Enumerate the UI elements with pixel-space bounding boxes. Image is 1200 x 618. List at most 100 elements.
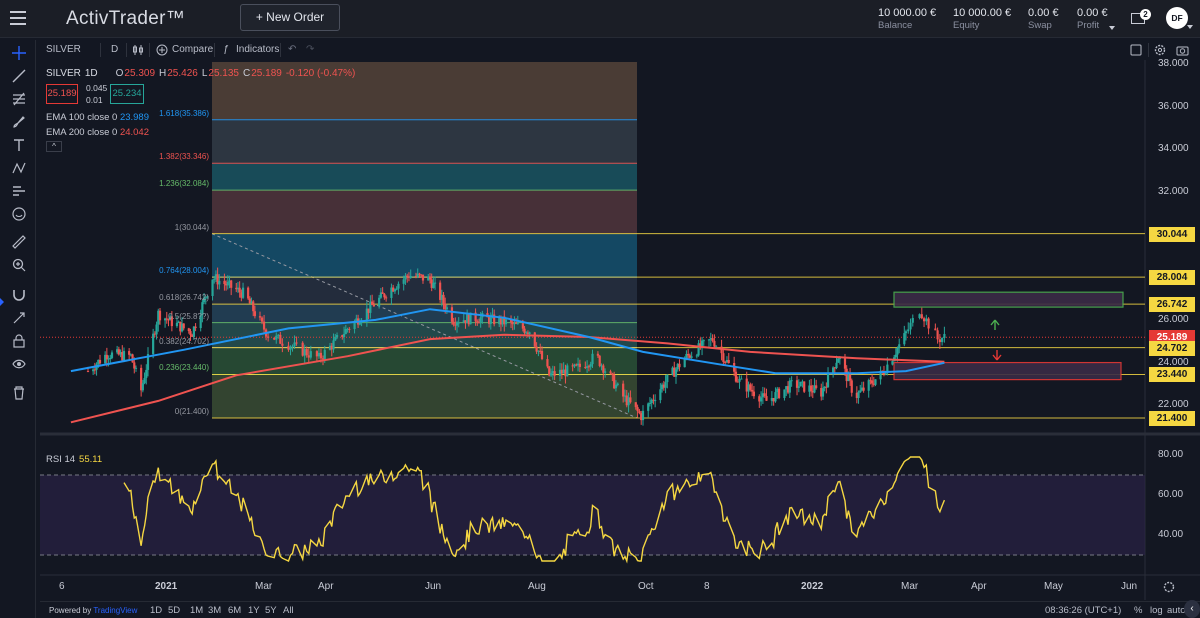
legend-low: 25.135: [208, 68, 239, 79]
eye-icon[interactable]: [12, 357, 26, 371]
pattern-tool-icon[interactable]: [12, 161, 26, 175]
fib-label: 1.382(33.346): [159, 152, 209, 162]
equity-value: 10 000.00 €: [953, 7, 1012, 19]
forecast-tool-icon[interactable]: [12, 184, 26, 198]
candle: [105, 354, 108, 360]
range-button[interactable]: 1D: [150, 605, 163, 616]
ema200-legend[interactable]: EMA 200 close 0 24.042: [46, 127, 149, 138]
fib-label: 1(30.044): [174, 222, 209, 232]
candle: [122, 351, 126, 361]
ema100-legend[interactable]: EMA 100 close 0 23.989: [46, 112, 149, 123]
trash-icon[interactable]: [12, 386, 26, 400]
candle: [738, 378, 741, 382]
lock-icon[interactable]: [12, 334, 26, 348]
menu-icon[interactable]: [10, 11, 26, 25]
candle: [575, 364, 578, 366]
candle: [797, 386, 800, 388]
candle: [616, 383, 619, 385]
new-order-button[interactable]: + New Order: [240, 4, 340, 31]
profit-block[interactable]: 0.00 € Profit: [1077, 7, 1108, 31]
indicators-icon[interactable]: ƒ: [223, 44, 229, 55]
candle: [785, 386, 788, 390]
camera-icon[interactable]: [1176, 44, 1189, 56]
range-button[interactable]: 3M: [208, 605, 222, 616]
range-button[interactable]: 5D: [168, 605, 181, 616]
candle: [479, 317, 482, 323]
fib-zone: [212, 163, 637, 191]
indicators-button[interactable]: Indicators: [236, 44, 280, 55]
fib-tool-icon[interactable]: [12, 92, 26, 106]
candle: [107, 358, 110, 360]
candle: [526, 332, 530, 334]
ruler-icon[interactable]: [12, 235, 26, 249]
magnet-icon[interactable]: [12, 288, 26, 302]
candle: [862, 387, 865, 391]
candle: [678, 363, 681, 368]
candle: [236, 287, 240, 290]
candle: [177, 321, 180, 323]
symbol-search[interactable]: SILVER: [46, 44, 81, 55]
fullscreen-icon[interactable]: [1130, 44, 1142, 56]
candle: [847, 374, 850, 382]
range-button[interactable]: 1Y: [248, 605, 260, 616]
candle: [776, 388, 779, 393]
swap-block: 0.00 € Swap: [1028, 7, 1059, 31]
compare-button[interactable]: Compare: [172, 44, 214, 55]
candle: [909, 322, 912, 330]
profit-caret-icon[interactable]: [1109, 26, 1115, 30]
range-button[interactable]: All: [283, 605, 294, 616]
undo-icon[interactable]: ↶: [288, 44, 297, 55]
rsi-axis-label: 60.00: [1158, 489, 1184, 500]
candle: [454, 324, 457, 326]
compare-icon[interactable]: [156, 44, 168, 56]
range-button[interactable]: 5Y: [265, 605, 277, 616]
candle: [250, 301, 253, 304]
candle: [576, 363, 580, 366]
zoom-icon[interactable]: [12, 258, 26, 272]
trend-line-icon[interactable]: [12, 69, 26, 83]
redo-icon[interactable]: ↷: [306, 44, 315, 55]
scroll-left-icon[interactable]: ‹: [1184, 600, 1200, 618]
stay-drawing-icon[interactable]: [12, 311, 26, 325]
auto-toggle[interactable]: auto: [1167, 605, 1185, 616]
candle: [445, 307, 448, 310]
sidebar-expand-icon[interactable]: [0, 298, 4, 306]
crosshair-icon[interactable]: [12, 46, 26, 60]
log-toggle[interactable]: log: [1150, 605, 1163, 616]
candle: [504, 319, 508, 325]
candle: [467, 314, 470, 325]
candle: [330, 345, 333, 350]
brush-icon[interactable]: [12, 115, 26, 129]
range-button[interactable]: 6M: [228, 605, 242, 616]
fib-label: 1.236(32.084): [159, 179, 209, 189]
range-button[interactable]: 1M: [190, 605, 204, 616]
avatar[interactable]: DF: [1166, 7, 1188, 29]
text-tool-icon[interactable]: [12, 138, 26, 152]
buy-price-button[interactable]: 25.234: [110, 84, 144, 104]
spread-value: 0.045: [86, 83, 108, 93]
percent-toggle[interactable]: %: [1134, 605, 1143, 616]
axis-settings-icon[interactable]: [1163, 581, 1175, 593]
interval-select[interactable]: D: [111, 44, 119, 55]
ema100-line: [70, 308, 945, 375]
emoji-icon[interactable]: [12, 207, 26, 221]
candle: [260, 317, 264, 322]
rsi-legend[interactable]: RSI 14 55.11: [46, 454, 102, 465]
candle: [189, 331, 192, 335]
legend-symbol[interactable]: SILVER: [46, 68, 81, 79]
fib-trend-line: [211, 233, 638, 419]
toolbar-divider: [126, 43, 127, 57]
candle: [562, 369, 565, 374]
legend-collapse-button[interactable]: ^: [46, 141, 62, 152]
powered-by[interactable]: Powered by TradingView: [49, 606, 137, 615]
candle-style-icon[interactable]: [132, 44, 144, 56]
candle: [428, 276, 432, 280]
candle: [911, 318, 914, 323]
candle: [867, 380, 870, 391]
settings-icon[interactable]: [1154, 44, 1166, 56]
candle: [371, 301, 374, 305]
sell-price-button[interactable]: 25.189: [46, 84, 78, 104]
avatar-caret-icon[interactable]: [1187, 25, 1193, 29]
profit-value: 0.00 €: [1077, 7, 1108, 19]
